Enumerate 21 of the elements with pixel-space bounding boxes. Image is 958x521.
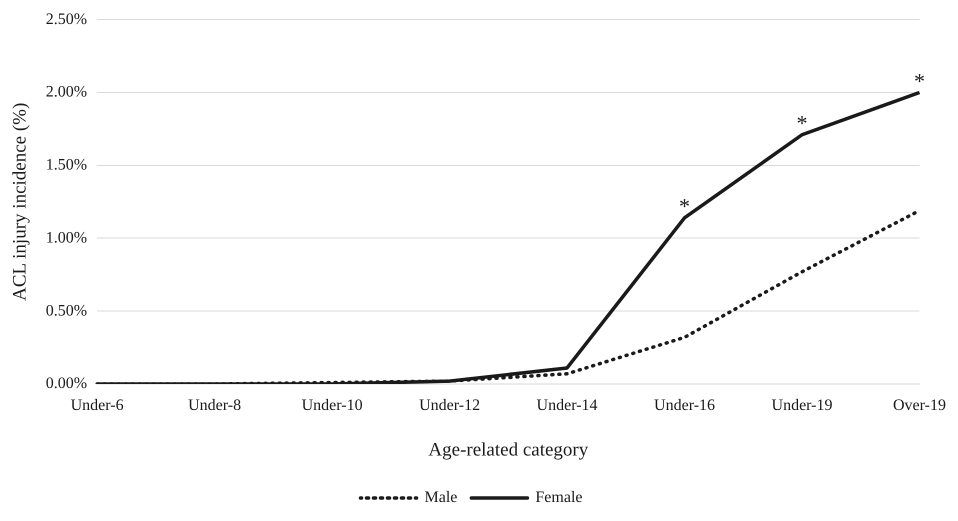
x-axis-title: Age-related category: [428, 440, 589, 461]
x-tick-label: Under-6: [70, 396, 124, 414]
x-tick-label: Under-12: [419, 396, 480, 414]
x-tick-label: Under-14: [536, 396, 598, 414]
y-tick-label: 2.00%: [46, 84, 88, 101]
y-tick-label: 1.50%: [46, 156, 88, 174]
y-axis-title: ACL injury incidence (%): [9, 102, 30, 301]
annotation: *: [914, 68, 926, 94]
annotation: *: [796, 110, 808, 136]
x-tick-label: Over-19: [893, 396, 946, 414]
x-tick-label: Under-16: [654, 396, 716, 414]
y-tick-label: 0.50%: [46, 302, 88, 320]
annotation: *: [679, 194, 690, 219]
x-tick-label: Under-19: [772, 396, 833, 414]
x-tick-label: Under-10: [302, 396, 363, 414]
x-tick-label: Under-8: [188, 396, 242, 414]
y-tick-label: 1.00%: [46, 229, 88, 246]
legend-label: Female: [535, 489, 582, 506]
y-tick-label: 0.00%: [46, 375, 88, 392]
y-tick-label: 2.50%: [46, 10, 88, 28]
legend-label: Male: [424, 489, 458, 506]
